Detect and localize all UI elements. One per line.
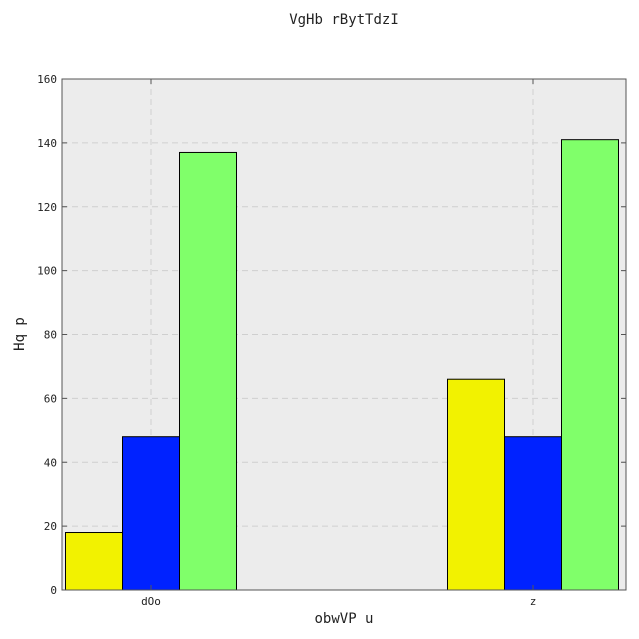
y-tick-label: 20 — [44, 520, 57, 533]
x-tick-label: z — [530, 595, 537, 608]
bar — [504, 436, 562, 591]
x-axis-label: obwVP u — [314, 611, 373, 627]
bar — [65, 532, 123, 591]
y-tick-label: 0 — [50, 584, 57, 597]
bar — [122, 436, 180, 591]
y-tick-label: 120 — [37, 201, 57, 214]
y-tick-label: 140 — [37, 137, 57, 150]
y-tick-label: 80 — [44, 329, 57, 342]
bars — [65, 139, 619, 591]
bar — [447, 378, 505, 591]
x-tick-label: dOo — [141, 595, 161, 608]
y-tick-label: 100 — [37, 265, 57, 278]
y-tick-label: 40 — [44, 456, 57, 469]
chart-title: VgHb rBytTdzI — [289, 12, 399, 28]
bar — [561, 139, 619, 591]
y-axis-ticks: 0 20 40 60 80 100 120 140 160 — [37, 73, 626, 597]
bar — [179, 151, 237, 591]
x-axis-ticks: dOo z — [141, 79, 536, 608]
y-tick-label: 160 — [37, 73, 57, 86]
y-tick-label: 60 — [44, 392, 57, 405]
y-axis-label: Hq p — [12, 317, 28, 351]
